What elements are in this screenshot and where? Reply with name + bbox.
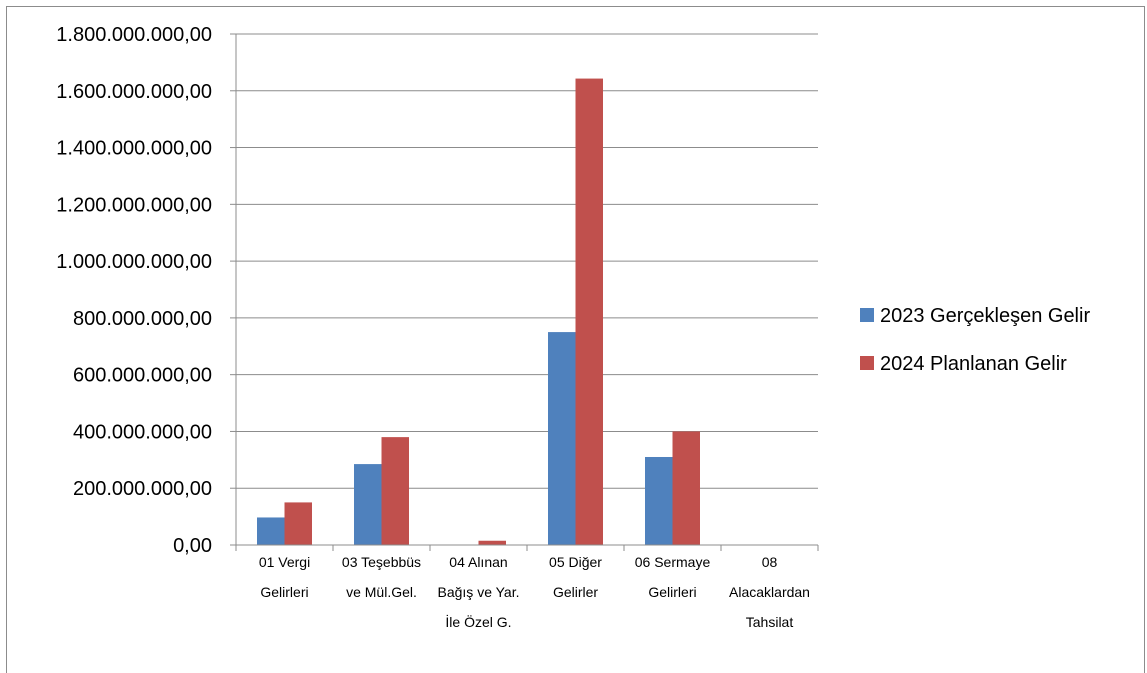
bar <box>257 517 285 545</box>
x-tick-label: 05 Diğer <box>549 554 602 570</box>
bar <box>672 431 700 545</box>
y-tick-label: 1.200.000.000,00 <box>56 194 212 216</box>
legend: 2023 Gerçekleşen Gelir 2024 Planlanan Gel… <box>860 305 1090 375</box>
bar <box>354 464 382 545</box>
x-tick-label: 04 Alınan <box>449 554 507 570</box>
legend-swatch <box>860 356 874 370</box>
x-tick-label: ve Mül.Gel. <box>346 584 417 600</box>
bar <box>381 437 409 545</box>
bar <box>575 78 603 545</box>
x-tick-label: Gelirleri <box>260 584 308 600</box>
y-axis-ticks: 0,00 200.000.000,00 400.000.000,00 600.000.… <box>56 24 236 557</box>
x-tick-label: Alacaklardan <box>729 584 810 600</box>
x-tick-label: 06 Sermaye <box>635 554 711 570</box>
x-axis-ticks: 01 Vergi Gelirleri 03 Teşebbüs ve Mül.Gel. 0… <box>235 545 819 630</box>
bar <box>478 540 506 545</box>
gridlines <box>236 33 818 489</box>
bar <box>548 332 576 545</box>
y-tick-label: 0,00 <box>173 535 212 557</box>
y-tick-label: 1.600.000.000,00 <box>56 81 212 103</box>
legend-swatch <box>860 308 874 322</box>
legend-label: 2024 Planlanan Gelir <box>880 353 1067 375</box>
y-tick-label: 800.000.000,00 <box>73 308 212 330</box>
y-tick-label: 600.000.000,00 <box>73 365 212 387</box>
x-tick-label: 03 Teşebbüs <box>342 554 421 570</box>
y-tick-label: 1.800.000.000,00 <box>56 24 212 46</box>
chart-frame <box>6 6 1145 673</box>
x-tick-label: Gelirler <box>553 584 598 600</box>
x-tick-label: 01 Vergi <box>259 554 310 570</box>
y-tick-label: 400.000.000,00 <box>73 421 212 443</box>
y-tick-label: 1.400.000.000,00 <box>56 138 212 160</box>
x-tick-label: Bağış ve Yar. <box>438 584 520 600</box>
x-tick-label: Gelirleri <box>648 584 696 600</box>
y-tick-label: 200.000.000,00 <box>73 478 212 500</box>
y-tick-label: 1.000.000.000,00 <box>56 251 212 273</box>
bar <box>284 502 312 545</box>
x-tick-label: 08 <box>762 554 778 570</box>
bar <box>645 456 673 545</box>
legend-label: 2023 Gerçekleşen Gelir <box>880 305 1090 327</box>
axes <box>235 34 818 546</box>
bars <box>257 78 700 545</box>
x-tick-label: Tahsilat <box>746 614 794 630</box>
x-tick-label: İle Özel G. <box>445 613 511 630</box>
